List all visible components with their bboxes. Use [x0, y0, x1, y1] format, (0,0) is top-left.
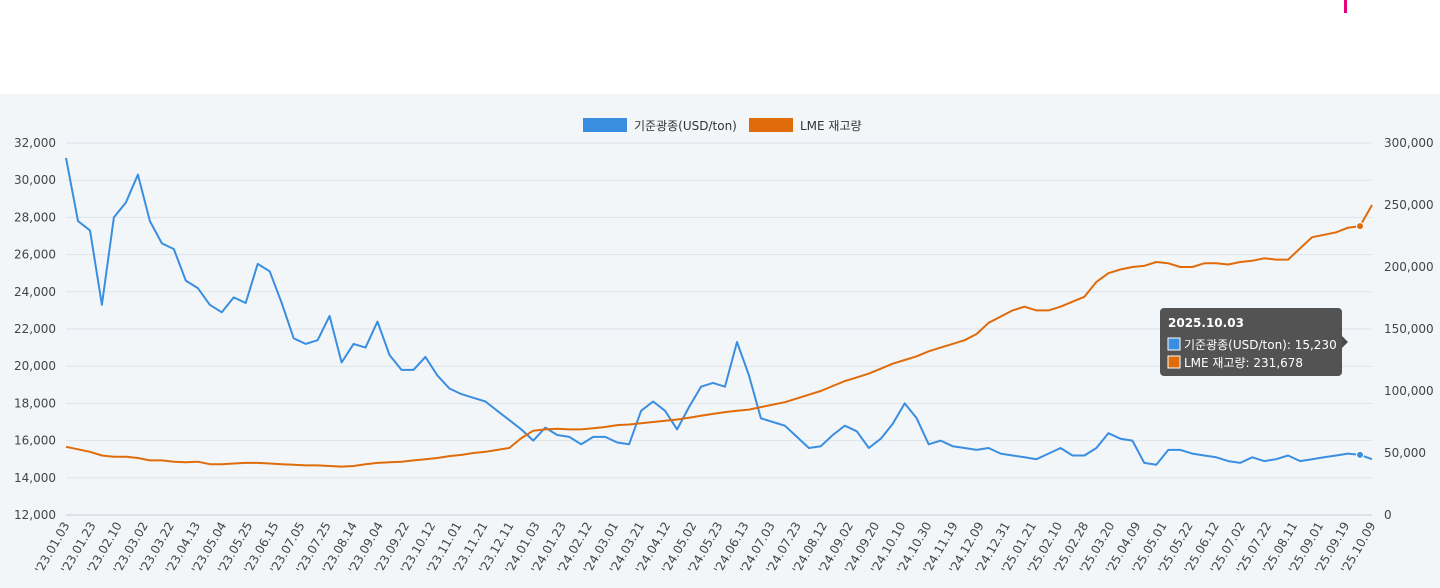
series-layer: [65, 157, 1373, 468]
y-left-tick-label: 12,000: [14, 508, 56, 522]
y-left-tick-label: 16,000: [14, 434, 56, 448]
tooltip-date: 2025.10.03: [1168, 316, 1244, 330]
y-left-tick-label: 30,000: [14, 173, 56, 187]
tooltip-line-copper: 기준광종(USD/ton): 15,230: [1184, 338, 1337, 352]
tooltip: 2025.10.03 기준광종(USD/ton): 15,230 LME 재고량…: [1160, 308, 1348, 376]
y-right-tick-label: 50,000: [1384, 446, 1426, 460]
tooltip-swatch-copper: [1167, 337, 1181, 351]
legend[interactable]: 기준광종(USD/ton) LME 재고량: [583, 118, 862, 133]
tooltip-box: [1160, 308, 1342, 376]
y-right-tick-label: 100,000: [1384, 384, 1434, 398]
x-axis: '23.01.03'23.01.23'23.02.10'23.03.02'23.…: [32, 519, 1378, 575]
tooltip-swatch-lme: [1167, 355, 1181, 369]
tooltip-line-lme: LME 재고량: 231,678: [1184, 356, 1303, 370]
page-header-area: [0, 0, 1440, 94]
y-right-tick-label: 200,000: [1384, 260, 1434, 274]
legend-swatch-lme[interactable]: [749, 118, 793, 132]
accent-mark: [1344, 0, 1347, 13]
highlight-point-lme[interactable]: [1356, 222, 1365, 231]
y-left-tick-label: 32,000: [14, 136, 56, 150]
y-left-tick-label: 18,000: [14, 396, 56, 410]
y-left-tick-label: 14,000: [14, 471, 56, 485]
y-axis-right: 0 50,000 100,000 150,000 200,000 250,000 300,0…: [1384, 136, 1434, 522]
legend-label-lme[interactable]: LME 재고량: [800, 119, 862, 133]
y-left-tick-label: 24,000: [14, 285, 56, 299]
series-line-copper: [65, 157, 1373, 466]
y-right-tick-label: 150,000: [1384, 322, 1434, 336]
grid-lines: [66, 142, 1372, 516]
legend-swatch-copper[interactable]: [583, 118, 627, 132]
highlight-point-copper[interactable]: [1356, 450, 1365, 459]
tooltip-pointer: [1342, 336, 1348, 348]
y-left-tick-label: 28,000: [14, 210, 56, 224]
y-axis-left: 12,000 14,000 16,000 18,000 20,000 22,000 24,0…: [14, 136, 56, 522]
y-right-tick-label: 300,000: [1384, 136, 1434, 150]
y-left-tick-label: 26,000: [14, 248, 56, 262]
y-left-tick-label: 20,000: [14, 359, 56, 373]
y-right-tick-label: 250,000: [1384, 198, 1434, 212]
series-line-lme: [65, 204, 1373, 468]
y-right-tick-label: 0: [1384, 508, 1392, 522]
legend-label-copper[interactable]: 기준광종(USD/ton): [634, 119, 737, 133]
y-left-tick-label: 22,000: [14, 322, 56, 336]
